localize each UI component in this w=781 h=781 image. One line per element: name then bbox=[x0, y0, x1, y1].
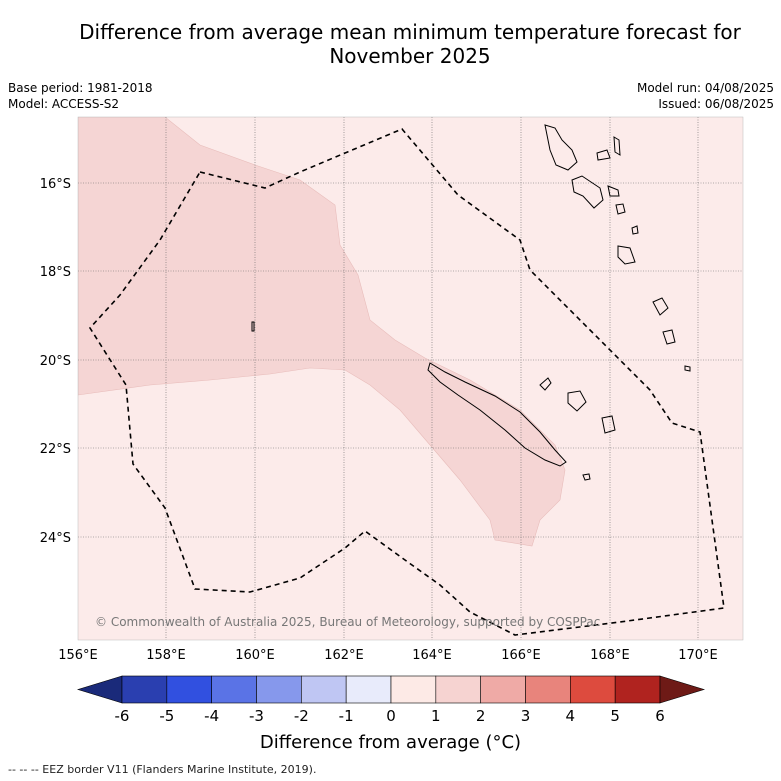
lon-label: 170°E bbox=[678, 648, 718, 663]
colorbar-swatch bbox=[480, 675, 526, 704]
colorbar: -6 -5 -4 -3 -2 -1 0 1 2 3 4 5 6 bbox=[76, 675, 706, 725]
anomaly-region-1-2 bbox=[78, 117, 566, 547]
colorbar-swatch bbox=[211, 675, 257, 704]
new-caledonia-coast bbox=[427, 362, 567, 467]
lat-label: 16°S bbox=[40, 177, 71, 192]
base-period: Base period: 1981-2018 bbox=[8, 81, 153, 95]
page-title: Difference from average mean minimum tem… bbox=[79, 20, 741, 68]
loyalty-islands-coast bbox=[539, 377, 616, 434]
map-frame bbox=[77, 116, 744, 641]
model-run: Model run: 04/08/2025 bbox=[636, 81, 774, 95]
colorbar-swatch bbox=[390, 675, 437, 704]
meta-right: Model run: 04/08/2025 Issued: 06/08/2025 bbox=[637, 80, 774, 112]
meta-left: Base period: 1981-2018 Model: ACCESS-S2 bbox=[8, 80, 153, 112]
colorbar-swatch bbox=[435, 675, 481, 704]
colorbar-swatch bbox=[121, 675, 168, 704]
lat-label: 18°S bbox=[40, 265, 71, 280]
colorbar-tick-label: 1 bbox=[431, 707, 441, 725]
colorbar-tick-label: -6 bbox=[115, 707, 130, 725]
colorbar-swatch bbox=[614, 675, 661, 704]
map-gridlines bbox=[78, 117, 743, 640]
colorbar-swatch bbox=[525, 675, 571, 704]
copyright-text: © Commonwealth of Australia 2025, Bureau… bbox=[95, 615, 600, 629]
lat-label: 24°S bbox=[40, 531, 71, 546]
colorbar-tick-label: 2 bbox=[476, 707, 486, 725]
colorbar-tick-label: -4 bbox=[204, 707, 219, 725]
lon-labels: 156°E 158°E 160°E 162°E 164°E 166°E 168°… bbox=[58, 648, 718, 663]
lat-label: 20°S bbox=[40, 354, 71, 369]
lat-labels: 16°S 18°S 20°S 22°S 24°S bbox=[40, 177, 71, 546]
colorbar-swatch bbox=[256, 675, 302, 704]
lon-label: 162°E bbox=[324, 648, 364, 663]
lon-label: 156°E bbox=[58, 648, 98, 663]
colorbar-tick-label: 6 bbox=[655, 707, 665, 725]
vanuatu-south-coast bbox=[652, 297, 691, 372]
lon-label: 168°E bbox=[590, 648, 630, 663]
colorbar-tick-label: -3 bbox=[249, 707, 264, 725]
footer-note: -- -- -- EEZ border V11 (Flanders Marine… bbox=[8, 763, 317, 776]
colorbar-label: Difference from average (°C) bbox=[259, 732, 522, 753]
colorbar-extend-low bbox=[76, 675, 123, 704]
isle-of-pines-coast bbox=[582, 473, 591, 481]
colorbar-extend-high bbox=[659, 675, 706, 704]
lat-label: 22°S bbox=[40, 442, 71, 457]
colorbar-swatch bbox=[166, 675, 212, 704]
colorbar-tick-label: -2 bbox=[294, 707, 309, 725]
colorbar-tick-label: -1 bbox=[339, 707, 354, 725]
colorbar-tick-label: -5 bbox=[159, 707, 174, 725]
lon-label: 158°E bbox=[146, 648, 186, 663]
colorbar-swatch bbox=[345, 675, 392, 704]
small-island-1 bbox=[251, 321, 255, 332]
colorbar-tick-label: 3 bbox=[521, 707, 531, 725]
vanuatu-north-coast bbox=[544, 124, 639, 265]
colorbar-swatch bbox=[570, 675, 616, 704]
issued-date: Issued: 06/08/2025 bbox=[658, 97, 774, 111]
eez-border bbox=[88, 128, 725, 636]
lon-label: 160°E bbox=[235, 648, 275, 663]
lon-label: 164°E bbox=[412, 648, 452, 663]
model-name: Model: ACCESS-S2 bbox=[8, 97, 120, 111]
lon-label: 166°E bbox=[501, 648, 541, 663]
colorbar-tick-label: 5 bbox=[610, 707, 620, 725]
colorbar-tick-label: 0 bbox=[386, 707, 396, 725]
colorbar-tick-label: 4 bbox=[566, 707, 576, 725]
colorbar-swatch bbox=[301, 675, 347, 704]
coastlines bbox=[251, 124, 691, 481]
